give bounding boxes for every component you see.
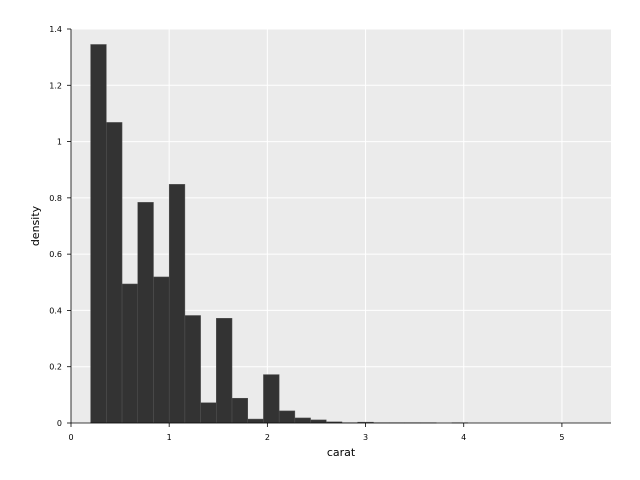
y-tick-label: 1.2 bbox=[49, 81, 62, 90]
y-tick-label: 1 bbox=[57, 138, 62, 147]
y-tick-label: 0 bbox=[57, 419, 62, 428]
y-tick-label: 0.4 bbox=[49, 306, 62, 315]
histogram-bar bbox=[263, 374, 280, 424]
histogram-bar bbox=[231, 397, 248, 424]
x-tick-label: 4 bbox=[461, 433, 466, 442]
histogram-bar bbox=[137, 202, 154, 424]
y-axis-title: density bbox=[29, 205, 42, 246]
x-tick-label: 2 bbox=[265, 433, 270, 442]
histogram-bar bbox=[216, 318, 233, 424]
histogram-bar bbox=[310, 419, 327, 424]
histogram-bar bbox=[278, 410, 296, 424]
histogram-bar bbox=[121, 283, 139, 424]
y-tick-label: 1.4 bbox=[49, 25, 62, 34]
x-tick-label: 3 bbox=[363, 433, 368, 442]
histogram-bar bbox=[247, 418, 264, 424]
x-tick-label: 5 bbox=[559, 433, 564, 442]
x-tick-label: 0 bbox=[68, 433, 73, 442]
histogram-bar bbox=[168, 184, 186, 424]
histogram-bar bbox=[200, 402, 217, 424]
grid-lines bbox=[71, 28, 611, 423]
histogram-bar bbox=[90, 44, 107, 424]
histogram-bar bbox=[153, 276, 170, 424]
y-tick-label: 0.6 bbox=[49, 250, 62, 259]
histogram-bar bbox=[106, 122, 123, 424]
histogram-bar bbox=[294, 417, 311, 424]
y-tick-label: 0.2 bbox=[49, 363, 62, 372]
histogram-bar bbox=[184, 315, 201, 424]
bars bbox=[90, 44, 468, 424]
y-tick-label: 0.8 bbox=[49, 194, 62, 203]
x-tick-label: 1 bbox=[167, 433, 172, 442]
axes: 0 0.2 0.4 0.6 0.8 1 1.2 1.4 0 1 2 3 4 5 bbox=[49, 25, 611, 442]
x-axis-title: carat bbox=[327, 446, 356, 459]
